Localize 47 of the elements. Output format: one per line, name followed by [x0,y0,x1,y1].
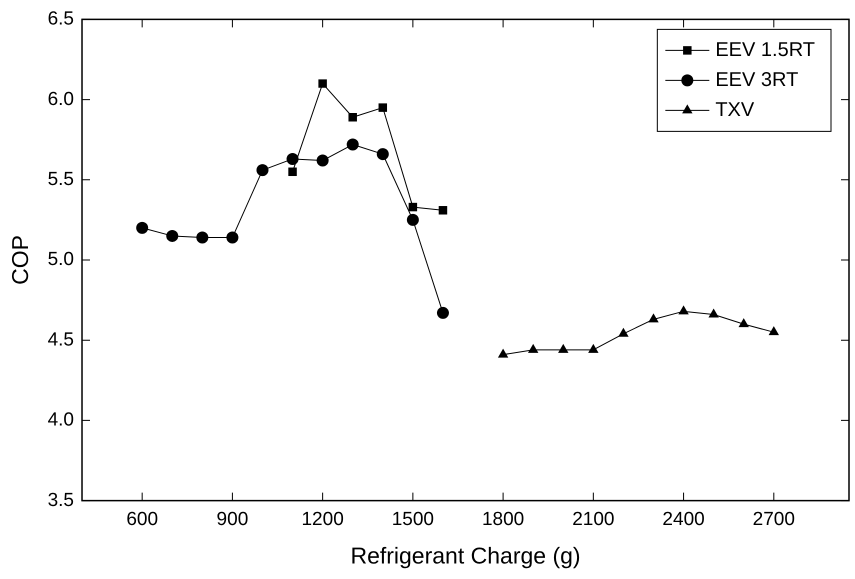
x-tick-label: 2700 [752,509,795,530]
point [166,230,178,242]
y-tick-label: 6.0 [48,88,74,110]
x-tick-label: 1800 [482,509,524,530]
x-axis-title: Refrigerant Charge (g) [350,542,581,569]
point [678,305,689,314]
point [588,344,599,353]
point [378,103,388,112]
legend-label: TXV [715,98,755,121]
point [256,164,268,176]
point [196,232,208,244]
point [408,202,418,212]
y-tick-label: 5.0 [48,249,74,270]
x-tick-label: 600 [126,509,158,530]
legend-label: EEV 3RT [715,68,798,91]
point [288,168,297,176]
y-tick-label: 5.5 [48,169,74,190]
point [136,222,148,234]
point [348,113,357,122]
point [438,206,448,215]
point [738,318,749,328]
point [318,79,327,88]
point [768,326,779,336]
x-tick-label: 2400 [662,509,705,530]
x-tick-label: 1500 [392,509,434,530]
point [286,152,299,165]
legend-label: EEV 1.5RT [715,38,816,61]
point [226,232,238,244]
point [316,154,329,167]
point [618,328,629,337]
x-tick-label: 900 [216,509,248,530]
y-tick-label: 6.5 [48,8,74,30]
x-tick-label: 2100 [572,509,614,530]
point [406,214,419,226]
y-tick-label: 4.0 [48,410,74,431]
point [346,138,359,151]
point [376,148,389,160]
point [708,308,719,318]
y-tick-label: 3.5 [48,490,74,511]
y-tick-label: 4.5 [48,329,74,350]
point [528,344,538,353]
point [648,313,659,322]
x-tick-label: 1200 [301,509,344,530]
point [436,306,449,319]
point [558,344,568,353]
y-axis-title: COP [7,235,34,285]
point [498,348,508,358]
